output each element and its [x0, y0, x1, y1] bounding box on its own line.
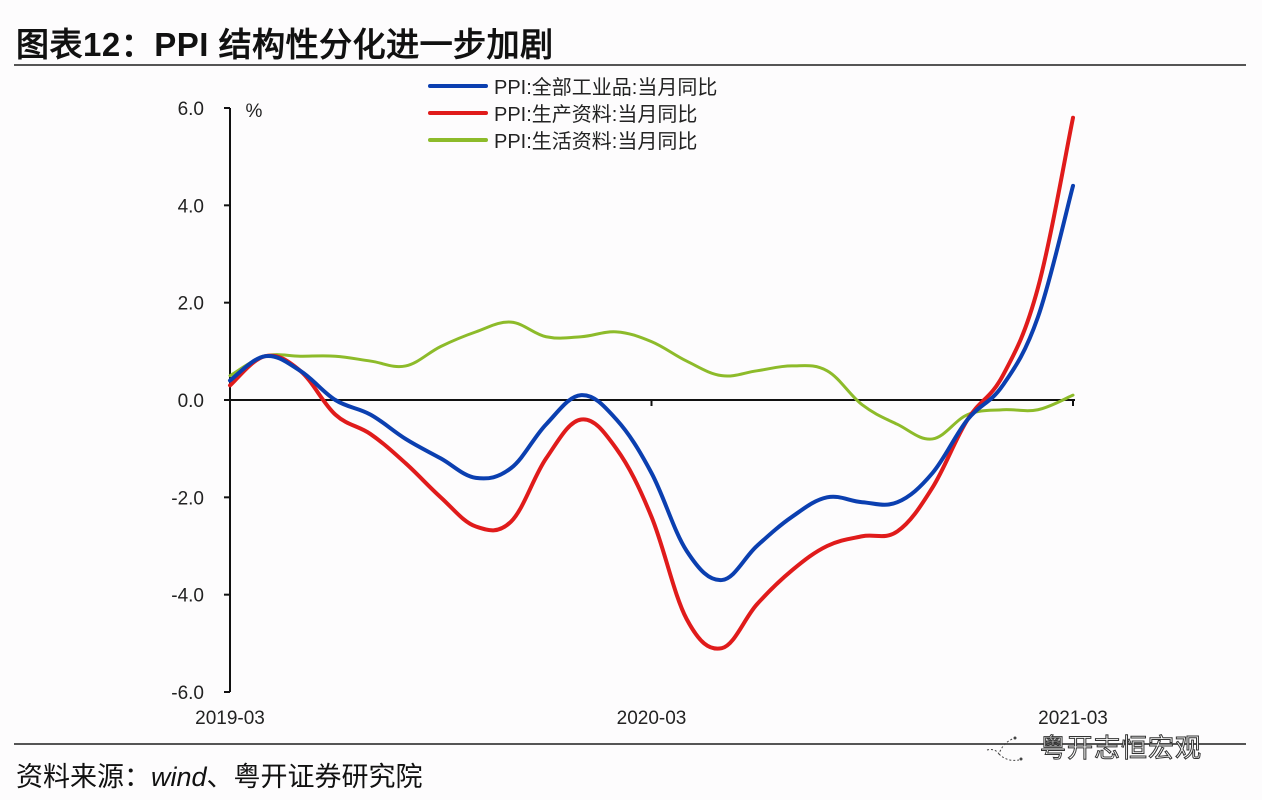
legend-item-consumer-goods: PPI:生活资料:当月同比 — [428, 126, 717, 153]
source-prefix: 资料来源： — [16, 762, 151, 792]
series-line-all-industrial-group — [228, 183, 1075, 583]
x-tick-label: 2020-03 — [617, 708, 687, 729]
series-line-consumer-goods — [228, 320, 1075, 441]
legend-item-producer-goods: PPI:生产资料:当月同比 — [428, 99, 717, 126]
legend-swatch-green — [428, 137, 488, 142]
series-line-producer-goods-group — [228, 115, 1075, 651]
y-tick-label: -2.0 — [171, 488, 204, 509]
x-axis: 2019-03 2020-03 2021-03 — [195, 399, 1108, 729]
x-tick-label: 2019-03 — [195, 708, 265, 729]
series-line-consumer-goods-group — [228, 320, 1075, 441]
series-line-all-industrial — [228, 183, 1075, 583]
x-tick-label: 2021-03 — [1038, 708, 1108, 729]
bottom-divider — [14, 743, 1246, 745]
legend-label: PPI:生产资料:当月同比 — [494, 104, 698, 126]
y-tick-label: -4.0 — [171, 586, 204, 607]
source-note: 资料来源：wind、粤开证券研究院 — [16, 755, 423, 794]
figure-title: 图表12：PPI 结构性分化进一步加剧 — [16, 26, 554, 63]
y-axis: 6.0 4.0 2.0 0.0 -2.0 -4.0 -6.0% — [171, 99, 262, 704]
legend-label: PPI:生活资料:当月同比 — [494, 131, 698, 153]
legend-label: PPI:全部工业品:当月同比 — [494, 77, 718, 99]
y-tick-label: 2.0 — [178, 294, 204, 315]
series-layer — [228, 115, 1075, 651]
y-tick-label: 4.0 — [178, 196, 204, 217]
legend-swatch-blue — [428, 83, 488, 88]
series-line-producer-goods — [228, 115, 1075, 651]
legend-item-all-industrial: PPI:全部工业品:当月同比 — [428, 72, 717, 99]
legend-swatch-red — [428, 110, 488, 115]
y-tick-label: 0.0 — [178, 391, 204, 412]
y-axis-unit-label: % — [246, 101, 263, 122]
top-divider — [14, 64, 1246, 66]
watermark-text: 粤开志恒宏观 — [1039, 733, 1203, 764]
source-wind: wind — [151, 762, 207, 792]
source-suffix: 、粤开证券研究院 — [206, 762, 423, 792]
y-tick-label: 6.0 — [178, 99, 204, 120]
y-tick-label: -6.0 — [171, 683, 204, 704]
wechat-icon — [986, 736, 1023, 761]
legend: PPI:全部工业品:当月同比 PPI:生产资料:当月同比 PPI:生活资料:当月… — [428, 72, 717, 153]
